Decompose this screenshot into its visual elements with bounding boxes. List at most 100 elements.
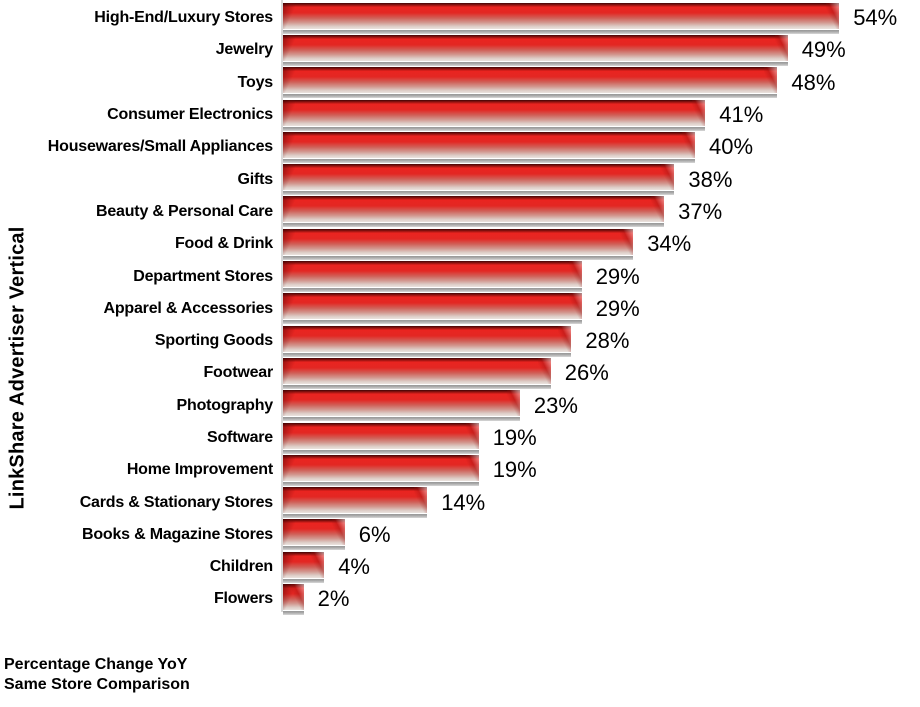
bar-shadow [283, 255, 634, 260]
bar-zone: 49% [283, 34, 846, 66]
bar-zone: 38% [283, 164, 733, 196]
value-label: 34% [647, 231, 692, 257]
category-label: Beauty & Personal Care [95, 202, 273, 220]
caption-line-1: Percentage Change YoY [4, 656, 188, 673]
bar [283, 196, 665, 223]
bar-zone: 14% [283, 487, 486, 519]
category-label: Photography [176, 396, 274, 414]
bar-stack [283, 99, 706, 131]
value-label: 14% [441, 489, 486, 515]
bar-shadow [283, 61, 788, 66]
bar [283, 454, 479, 481]
bar-stack [283, 164, 675, 196]
bar-stack [283, 34, 788, 66]
bar-stack [283, 454, 479, 486]
value-label: 54% [853, 5, 898, 31]
category-label: Jewelry [215, 41, 274, 59]
bar [283, 2, 840, 29]
value-label: 23% [533, 392, 578, 418]
category-label: Sporting Goods [154, 332, 273, 350]
bar-zone: 29% [283, 261, 640, 293]
bar-row: Footwear 26% [0, 357, 920, 389]
bar-shadow [283, 288, 582, 293]
bar [283, 390, 520, 417]
bar-stack [283, 261, 582, 293]
bar-row: Food & Drink 34% [0, 228, 920, 260]
bar-shadow [283, 546, 345, 551]
bar-shadow [283, 610, 304, 615]
category-label: Consumer Electronics [107, 106, 273, 124]
bar-stack [283, 487, 428, 519]
category-label: Cards & Stationary Stores [79, 493, 273, 511]
value-label: 41% [719, 102, 764, 128]
bar [283, 99, 706, 126]
caption-line-2: Same Store Comparison [4, 676, 190, 693]
value-label: 19% [492, 457, 537, 483]
value-label: 40% [709, 134, 754, 160]
bar-zone: 6% [283, 519, 391, 551]
bar-row: Jewelry 49% [0, 34, 920, 66]
bar-stack [283, 228, 634, 260]
bar-zone: 48% [283, 67, 835, 99]
category-label: High-End/Luxury Stores [94, 9, 273, 27]
bar-row: High-End/Luxury Stores 54% [0, 2, 920, 34]
category-label: Home Improvement [126, 461, 273, 479]
bar-row: Home Improvement 19% [0, 454, 920, 486]
bar-zone: 26% [283, 357, 609, 389]
bar-zone: 19% [283, 454, 537, 486]
bar-row: Consumer Electronics 41% [0, 99, 920, 131]
value-label: 19% [492, 425, 537, 450]
value-label: 28% [585, 328, 630, 354]
bar-zone: 54% [283, 2, 898, 34]
bar-shadow [283, 126, 706, 131]
bar [283, 487, 428, 514]
bar-zone: 29% [283, 293, 640, 325]
bar [283, 583, 304, 610]
bar-row: Sporting Goods 28% [0, 325, 920, 357]
bar-row: Children 4% [0, 551, 920, 583]
bar-shadow [283, 94, 778, 99]
bar-zone: 28% [283, 325, 630, 357]
bar-zone: 2% [283, 583, 349, 615]
bar-row: Books & Magazine Stores 6% [0, 519, 920, 551]
bar-shadow [283, 352, 572, 357]
bar-stack [283, 390, 520, 422]
bar-row: Software 19% [0, 422, 920, 454]
y-axis-line [281, 0, 283, 612]
bar-stack [283, 551, 325, 583]
bar-row: Flowers 2% [0, 583, 920, 615]
bar [283, 131, 695, 158]
bar [283, 293, 582, 320]
bar [283, 551, 325, 578]
category-label: Food & Drink [174, 235, 273, 253]
value-label: 6% [358, 521, 391, 547]
category-label: Toys [237, 73, 274, 91]
bar-zone: 34% [283, 228, 692, 260]
bar-stack [283, 67, 778, 99]
bar-stack [283, 2, 840, 34]
bar [283, 357, 551, 384]
bar-shadow [283, 223, 665, 228]
bar-shadow [283, 514, 428, 519]
bar-shadow [283, 29, 840, 34]
category-label: Footwear [203, 364, 273, 382]
bar-zone: 37% [283, 196, 722, 228]
value-label: 49% [801, 37, 846, 63]
bar [283, 519, 345, 546]
bar-stack [283, 196, 665, 228]
category-label: Housewares/Small Appliances [47, 138, 273, 156]
value-label: 26% [564, 360, 609, 386]
bar-stack [283, 325, 572, 357]
category-label: Children [209, 558, 273, 576]
bar-stack [283, 583, 304, 615]
bar-shadow [283, 578, 325, 583]
bar-zone: 40% [283, 131, 754, 163]
bar [283, 422, 479, 449]
bar-shadow [283, 158, 695, 163]
bar-stack [283, 357, 551, 389]
bar-row: Photography 23% [0, 390, 920, 422]
bar-row: Department Stores 29% [0, 260, 920, 293]
value-label: 38% [688, 166, 733, 192]
category-label: Books & Magazine Stores [81, 525, 273, 543]
